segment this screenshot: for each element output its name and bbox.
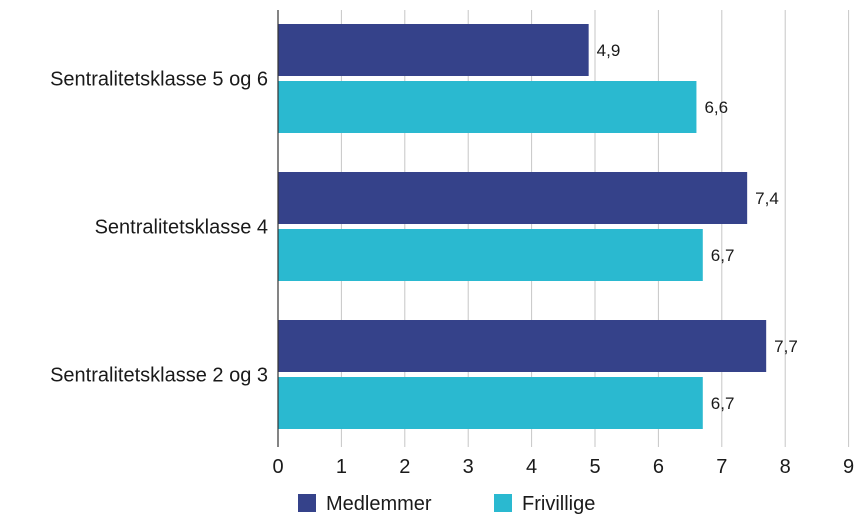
x-tick-label-2: 2 (399, 456, 410, 478)
category-label-2: Sentralitetsklasse 4 (95, 217, 268, 239)
bar-medlemmer-2 (278, 172, 748, 224)
x-tick-label-5: 5 (589, 456, 600, 478)
x-tick-label-4: 4 (526, 456, 537, 478)
legend-swatch-frivillige (494, 494, 512, 512)
data-label-medlemmer-3: 7,7 (774, 337, 798, 356)
x-tick-label-8: 8 (780, 456, 791, 478)
data-label-frivillige-2: 6,7 (711, 246, 735, 265)
legend-label-medlemmer: Medlemmer (326, 493, 432, 515)
legend: Medlemmer Frivillige (298, 493, 595, 515)
bar-medlemmer-1 (278, 24, 589, 76)
data-label-medlemmer-1: 4,9 (597, 41, 621, 60)
category-label-1: Sentralitetsklasse 5 og 6 (50, 69, 268, 91)
x-tick-label-1: 1 (336, 456, 347, 478)
bar-frivillige-3 (278, 377, 703, 429)
x-tick-label-6: 6 (653, 456, 664, 478)
x-tick-label-9: 9 (843, 456, 854, 478)
x-tick-label-3: 3 (463, 456, 474, 478)
data-label-frivillige-3: 6,7 (711, 394, 735, 413)
x-tick-label-0: 0 (272, 456, 283, 478)
x-tick-label-7: 7 (716, 456, 727, 478)
legend-swatch-medlemmer (298, 494, 316, 512)
data-labels: 4,9 6,6 7,4 6,7 7,7 6,7 (597, 41, 798, 413)
data-label-medlemmer-2: 7,4 (755, 189, 779, 208)
bar-frivillige-1 (278, 81, 697, 133)
category-label-3: Sentralitetsklasse 2 og 3 (50, 365, 268, 387)
bar-frivillige-2 (278, 229, 703, 281)
x-axis-tick-labels: 0 1 2 3 4 5 6 7 8 9 (272, 456, 854, 478)
data-label-frivillige-1: 6,6 (704, 98, 728, 117)
legend-label-frivillige: Frivillige (522, 493, 595, 515)
category-labels: Sentralitetsklasse 5 og 6 Sentralitetskla… (50, 69, 268, 387)
bar-medlemmer-3 (278, 320, 767, 372)
bars (278, 24, 767, 429)
